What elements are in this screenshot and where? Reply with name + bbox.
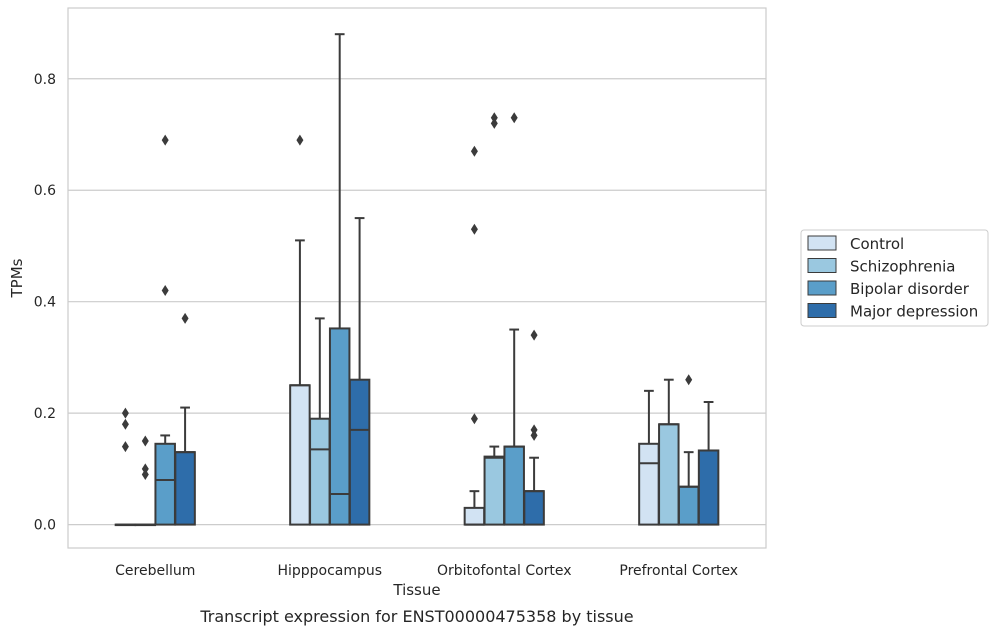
x-tick-label: Prefrontal Cortex — [619, 563, 738, 579]
outlier-point — [470, 223, 478, 235]
x-tick-label: Hipppocampus — [277, 563, 382, 579]
box — [289, 384, 311, 526]
legend-frame — [800, 229, 989, 327]
x-tick-label: Cerebellum — [115, 563, 195, 579]
x-tick-labels: Cerebellum Hipppocampus Orbitofontal Corte… — [115, 563, 738, 579]
box — [328, 327, 351, 526]
box — [174, 451, 196, 526]
outlier-point — [470, 145, 478, 157]
box — [154, 442, 176, 526]
outlier-point — [530, 329, 538, 341]
box — [523, 490, 545, 526]
y-tick-label: 0.2 — [34, 406, 56, 422]
x-axis-label: Tissue — [392, 581, 440, 599]
outlier-point — [490, 112, 498, 124]
outlier-point — [141, 435, 149, 447]
y-tick-labels: 0.0 0.2 0.4 0.6 0.8 — [34, 72, 56, 534]
y-tick-label: 0.0 — [34, 518, 56, 534]
box — [677, 485, 700, 526]
legend: Control Schizophrenia Bipolar disorder Majo… — [800, 229, 989, 327]
y-tick-label: 0.8 — [34, 72, 56, 88]
outlier-point — [181, 312, 189, 324]
legend-label: Bipolar disorder — [850, 280, 970, 298]
outlier-point — [685, 374, 693, 386]
outlier-point — [141, 468, 149, 480]
chart-caption: Transcript expression for ENST0000047535… — [199, 607, 633, 626]
box — [309, 417, 331, 526]
outlier-point — [121, 407, 129, 419]
outlier-point — [530, 424, 538, 436]
outlier-point — [530, 429, 538, 441]
legend-label: Control — [850, 235, 904, 253]
x-tick-label: Orbitofontal Cortex — [437, 563, 572, 579]
legend-swatch — [807, 280, 837, 296]
plot-boxes — [114, 33, 720, 527]
y-tick-label: 0.6 — [34, 183, 56, 199]
box — [483, 455, 506, 526]
legend-swatch — [807, 258, 837, 273]
outlier-point — [490, 117, 498, 129]
box — [348, 378, 371, 526]
y-tick-label: 0.4 — [34, 295, 56, 311]
plot-frame — [67, 7, 767, 549]
outlier-point — [296, 134, 304, 146]
outlier-point — [121, 441, 129, 453]
outlier-point — [161, 134, 169, 146]
legend-swatch — [807, 303, 837, 318]
outlier-point — [141, 463, 149, 475]
y-axis-label: TPMs — [8, 258, 26, 298]
box — [658, 423, 680, 526]
box — [463, 506, 486, 526]
legend-label: Major depression — [850, 303, 978, 321]
outlier-point — [510, 112, 518, 124]
box — [697, 449, 720, 526]
legend-label: Schizophrenia — [850, 258, 955, 276]
outlier-point — [121, 418, 129, 430]
box — [638, 442, 660, 526]
outlier-point — [161, 285, 169, 297]
box — [503, 445, 525, 526]
outlier-point — [470, 413, 478, 425]
legend-swatch — [807, 235, 837, 251]
